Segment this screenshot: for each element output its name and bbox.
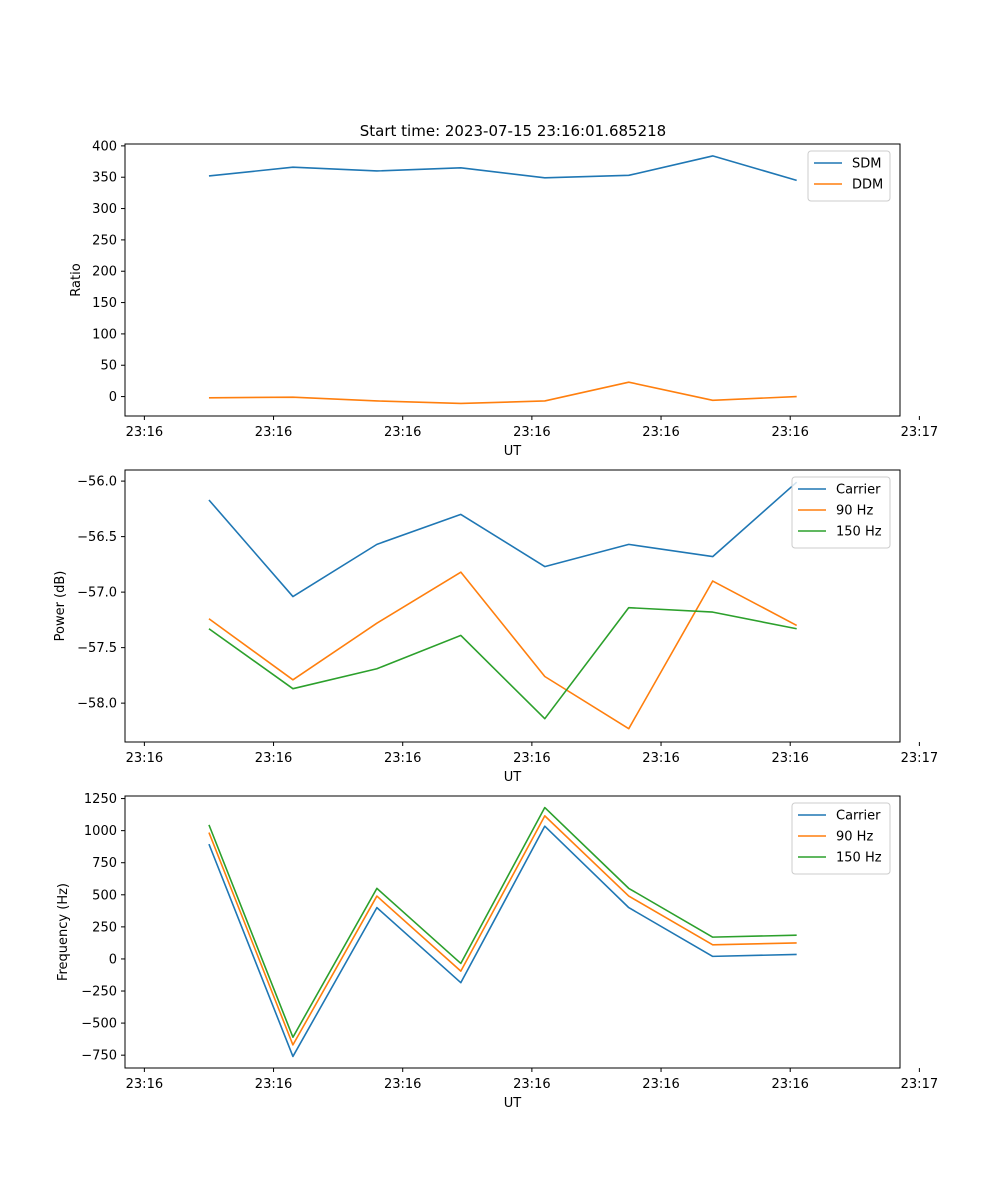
x-tick-label: 23:16 bbox=[513, 751, 550, 766]
y-tick-label: 250 bbox=[92, 233, 117, 248]
series-line-90-hz bbox=[208, 815, 797, 1046]
x-tick-label: 23:16 bbox=[771, 751, 808, 766]
x-tick-label: 23:16 bbox=[126, 751, 163, 766]
y-tick-label: 750 bbox=[92, 856, 117, 871]
y-tick-label: 250 bbox=[92, 920, 117, 935]
series-line-150-hz bbox=[208, 606, 797, 720]
legend-label: 150 Hz bbox=[836, 525, 882, 540]
axes-frame bbox=[124, 469, 901, 743]
y-tick-label: 1250 bbox=[84, 792, 117, 807]
legend: Carrier 90 Hz 150 Hz bbox=[791, 476, 891, 549]
y-tick-label: −58.0 bbox=[77, 697, 117, 712]
y-tick-label: 300 bbox=[92, 202, 117, 217]
series-line-carrier bbox=[208, 481, 798, 598]
legend-label: SDM bbox=[852, 157, 881, 172]
x-tick-label: 23:16 bbox=[255, 1077, 292, 1092]
series-line-90-hz bbox=[208, 571, 798, 730]
x-tick-label: 23:16 bbox=[384, 751, 421, 766]
y-tick-label: 150 bbox=[92, 296, 117, 311]
x-tick-label: 23:16 bbox=[642, 425, 679, 440]
y-axis-label: Frequency (Hz) bbox=[56, 883, 71, 981]
y-tick-label: 0 bbox=[109, 390, 117, 405]
axes-frame bbox=[124, 143, 901, 417]
legend-label: 150 Hz bbox=[836, 851, 882, 866]
y-tick-label: −57.0 bbox=[77, 586, 117, 601]
panels: 23:16 23:16 23:16 23:16 23:16 23:16 23:17 0 50 10… bbox=[53, 139, 938, 1111]
legend: Carrier 90 Hz 150 Hz bbox=[791, 802, 891, 875]
series-line-150-hz bbox=[208, 806, 797, 1039]
x-tick-label: 23:16 bbox=[642, 1077, 679, 1092]
y-tick-label: 200 bbox=[92, 265, 117, 280]
x-tick-label: 23:16 bbox=[642, 751, 679, 766]
axes-frame bbox=[124, 795, 901, 1069]
series-line-ddm bbox=[208, 381, 797, 405]
subplot-1: 23:16 23:16 23:16 23:16 23:16 23:16 23:17 0 50 10… bbox=[69, 139, 938, 459]
legend-label: 90 Hz bbox=[836, 504, 873, 519]
x-tick-label: 23:16 bbox=[126, 425, 163, 440]
x-axis-label: UT bbox=[504, 444, 522, 459]
legend: SDM DDM bbox=[807, 150, 891, 202]
series-line-carrier bbox=[208, 825, 797, 1058]
y-tick-label: −57.5 bbox=[77, 641, 117, 656]
y-tick-label: 50 bbox=[100, 359, 117, 374]
figure-title: Start time: 2023-07-15 23:16:01.685218 bbox=[360, 122, 666, 140]
series-line-sdm bbox=[208, 155, 797, 182]
y-tick-label: 0 bbox=[109, 952, 117, 967]
x-tick-label: 23:16 bbox=[126, 1077, 163, 1092]
x-tick-label: 23:16 bbox=[255, 425, 292, 440]
x-tick-label: 23:16 bbox=[513, 425, 550, 440]
y-tick-label: −56.0 bbox=[77, 475, 117, 490]
x-tick-label: 23:16 bbox=[771, 425, 808, 440]
y-axis-label: Power (dB) bbox=[53, 571, 68, 642]
y-tick-label: 500 bbox=[92, 888, 117, 903]
x-tick-label: 23:16 bbox=[384, 425, 421, 440]
y-tick-label: −750 bbox=[81, 1049, 117, 1064]
x-tick-label: 23:17 bbox=[901, 751, 938, 766]
y-tick-label: 100 bbox=[92, 327, 117, 342]
y-tick-label: 1000 bbox=[84, 824, 117, 839]
y-tick-label: −500 bbox=[81, 1017, 117, 1032]
y-tick-label: −56.5 bbox=[77, 530, 117, 545]
x-axis-label: UT bbox=[504, 1096, 522, 1111]
x-tick-label: 23:16 bbox=[255, 751, 292, 766]
y-tick-label: 350 bbox=[92, 171, 117, 186]
y-tick-label: −250 bbox=[81, 985, 117, 1000]
y-tick-label: 400 bbox=[92, 139, 117, 154]
x-tick-label: 23:17 bbox=[901, 425, 938, 440]
legend-label: Carrier bbox=[836, 809, 881, 824]
legend-label: 90 Hz bbox=[836, 830, 873, 845]
x-axis-label: UT bbox=[504, 770, 522, 785]
legend-label: Carrier bbox=[836, 483, 881, 498]
y-axis-label: Ratio bbox=[69, 263, 84, 296]
x-tick-label: 23:16 bbox=[384, 1077, 421, 1092]
x-tick-label: 23:16 bbox=[513, 1077, 550, 1092]
subplot-2: 23:16 23:16 23:16 23:16 23:16 23:16 23:17 −58.0… bbox=[53, 469, 938, 785]
x-tick-label: 23:16 bbox=[771, 1077, 808, 1092]
x-tick-label: 23:17 bbox=[901, 1077, 938, 1092]
legend-label: DDM bbox=[852, 178, 883, 193]
subplot-3: 23:16 23:16 23:16 23:16 23:16 23:16 23:17 −750 −… bbox=[56, 792, 938, 1111]
